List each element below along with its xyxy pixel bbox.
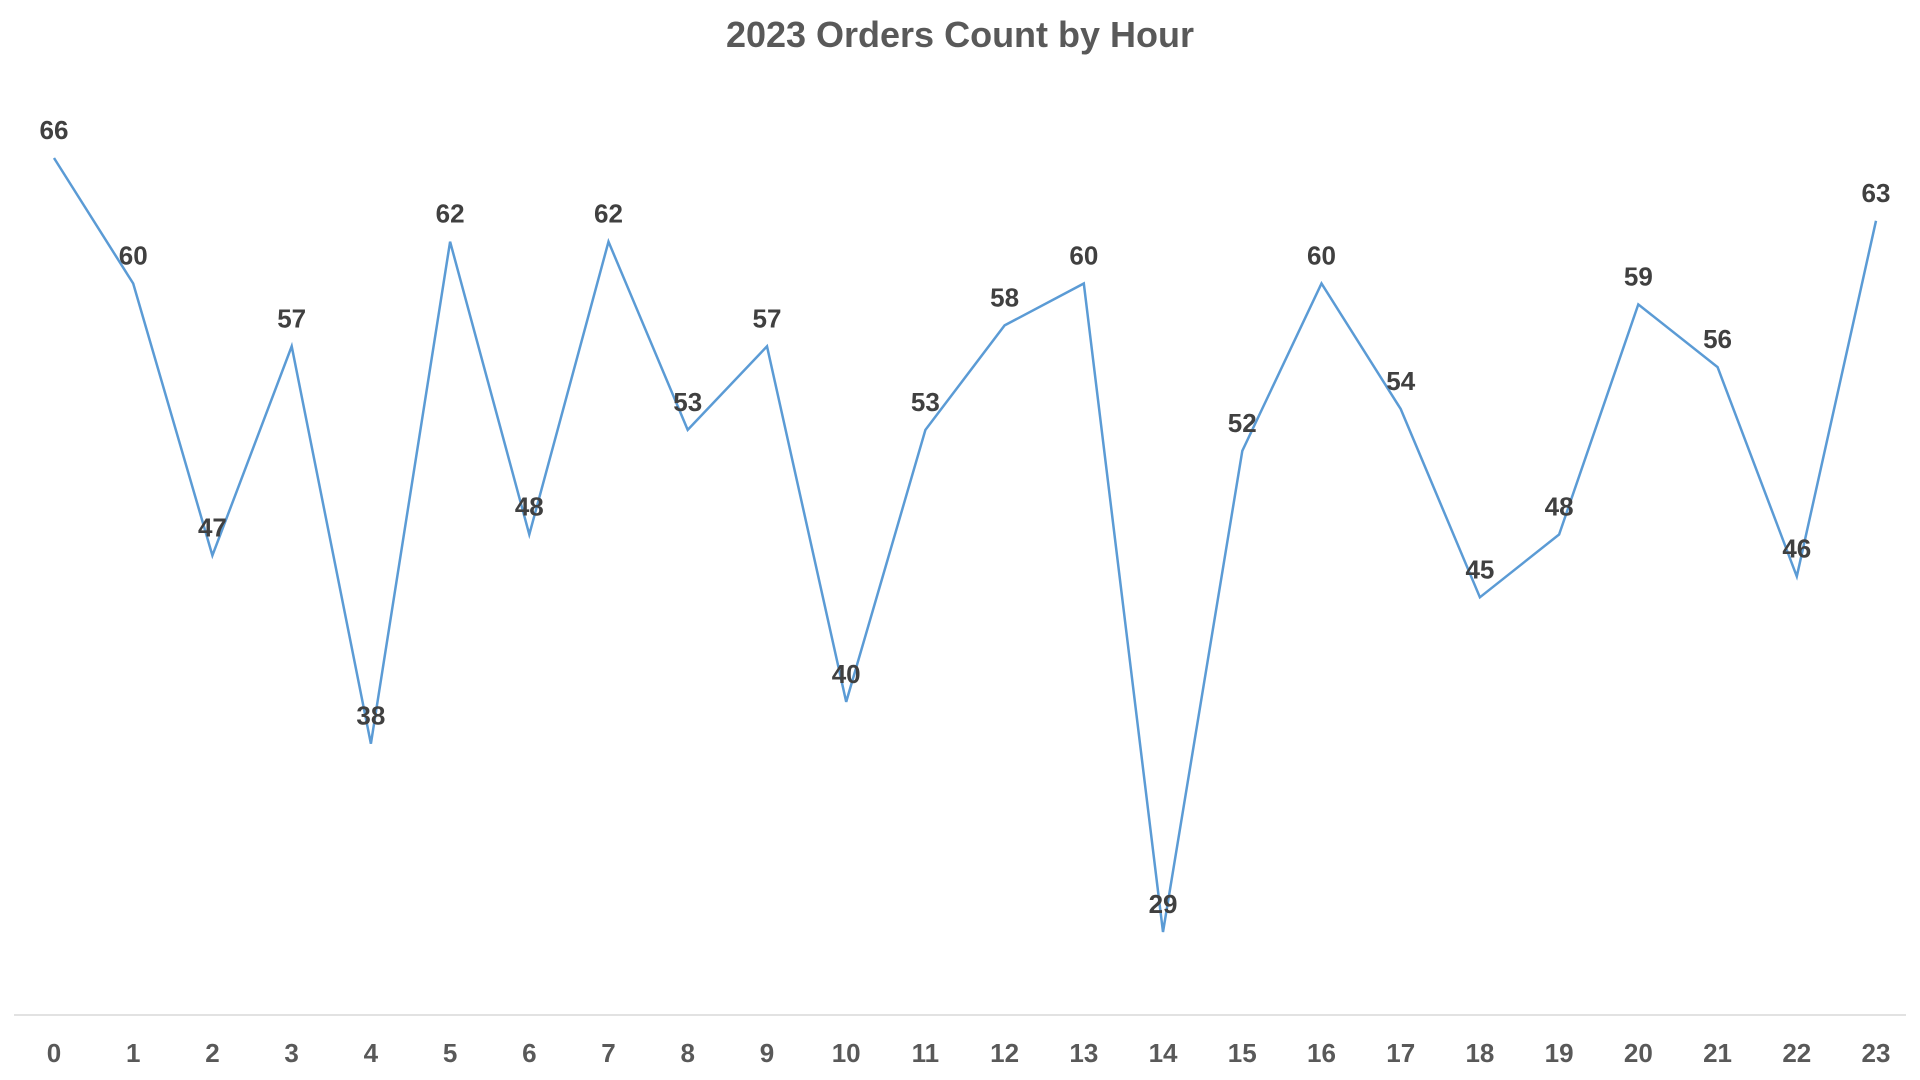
data-label: 45 — [1465, 554, 1494, 584]
data-label: 66 — [40, 115, 69, 145]
x-tick-label: 12 — [990, 1038, 1019, 1068]
x-tick-label: 5 — [443, 1038, 457, 1068]
data-label: 38 — [356, 701, 385, 731]
x-tick-label: 2 — [205, 1038, 219, 1068]
x-tick-label: 4 — [364, 1038, 379, 1068]
data-label: 56 — [1703, 324, 1732, 354]
data-label: 57 — [752, 303, 781, 333]
x-tick-label: 6 — [522, 1038, 536, 1068]
data-label: 60 — [1069, 241, 1098, 271]
data-label: 54 — [1386, 366, 1415, 396]
x-tick-label: 19 — [1545, 1038, 1574, 1068]
x-tick-label: 0 — [47, 1038, 61, 1068]
series-line — [52, 157, 1878, 933]
x-tick-label: 11 — [912, 1038, 940, 1068]
x-tick-label: 23 — [1862, 1038, 1891, 1068]
data-label: 60 — [119, 241, 148, 271]
x-tick-label: 21 — [1703, 1038, 1732, 1068]
data-label: 46 — [1782, 533, 1811, 563]
x-tick-label: 8 — [681, 1038, 695, 1068]
data-label: 47 — [198, 512, 227, 542]
data-label: 29 — [1149, 889, 1178, 919]
x-tick-label: 16 — [1307, 1038, 1336, 1068]
data-label: 52 — [1228, 408, 1257, 438]
data-label: 62 — [594, 199, 623, 229]
x-tick-label: 9 — [760, 1038, 774, 1068]
x-tick-label: 1 — [126, 1038, 140, 1068]
data-label: 62 — [436, 199, 465, 229]
data-label: 58 — [990, 282, 1019, 312]
x-tick-label: 7 — [601, 1038, 615, 1068]
data-label: 59 — [1624, 261, 1653, 291]
data-label: 40 — [832, 659, 861, 689]
data-label: 48 — [515, 492, 544, 522]
x-tick-label: 14 — [1149, 1038, 1178, 1068]
data-label: 63 — [1862, 178, 1891, 208]
x-tick-label: 18 — [1465, 1038, 1494, 1068]
data-label: 60 — [1307, 241, 1336, 271]
data-label: 53 — [911, 387, 940, 417]
x-tick-label: 3 — [284, 1038, 298, 1068]
x-tick-label: 15 — [1228, 1038, 1257, 1068]
x-tick-label: 22 — [1782, 1038, 1811, 1068]
chart-title: 2023 Orders Count by Hour — [725, 14, 1195, 55]
x-tick-label: 13 — [1069, 1038, 1098, 1068]
x-tick-label: 10 — [832, 1038, 861, 1068]
x-tick-label: 20 — [1624, 1038, 1653, 1068]
x-tick-label: 17 — [1386, 1038, 1415, 1068]
data-label: 57 — [277, 303, 306, 333]
data-label: 53 — [673, 387, 702, 417]
data-label: 48 — [1545, 492, 1574, 522]
